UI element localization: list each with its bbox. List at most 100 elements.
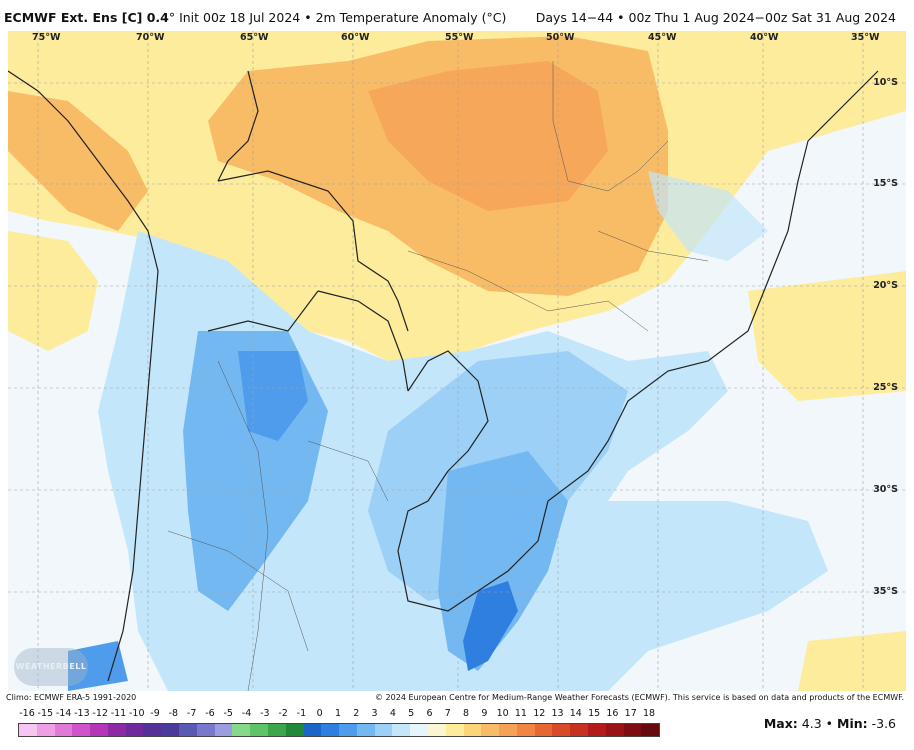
scale-tick-label: -12 <box>92 708 108 719</box>
scale-tick-label: 15 <box>588 708 601 719</box>
scale-swatch <box>339 724 357 736</box>
scale-swatch <box>374 724 393 736</box>
scale-tick-label: 11 <box>514 708 527 719</box>
scale-tick-label: 6 <box>426 708 433 719</box>
lat-label: 35°S <box>873 586 898 597</box>
scale-tick-label: -16 <box>19 708 35 719</box>
graticule <box>8 31 906 691</box>
max-min-stats: Max: 4.3 • Min: -3.6 <box>763 716 896 731</box>
scale-tick-label: -3 <box>260 708 270 719</box>
scale-tick-label: 7 <box>444 708 451 719</box>
scale-tick-label: 18 <box>642 708 656 719</box>
lat-label: 25°S <box>873 382 898 393</box>
lon-label: 35°W <box>851 32 880 43</box>
scale-ticks: -16 -15 -14 -13 -12 -11 -10 -9 -8 -7 -6 -5 -4 -3 -2 -1 0… <box>14 708 660 722</box>
scale-swatch <box>36 724 55 736</box>
model-title: ECMWF Ext. Ens [C] 0.4 <box>4 10 169 25</box>
scale-swatch <box>321 724 340 736</box>
scale-tick-label: 0 <box>316 708 323 719</box>
scale-bar <box>18 723 660 737</box>
scale-tick-label: -1 <box>296 708 307 719</box>
scale-swatch <box>196 724 215 736</box>
lat-label: 30°S <box>873 484 898 495</box>
scale-tick-label: 4 <box>389 708 396 719</box>
scale-swatch <box>303 724 322 736</box>
scale-tick-label: 17 <box>624 708 637 719</box>
lon-label: 55°W <box>445 32 474 43</box>
scale-tick-label: -15 <box>37 708 54 719</box>
map-footer: Climo: ECMWF ERA-5 1991-2020 © 2024 Euro… <box>0 692 914 706</box>
scale-tick-label: -9 <box>150 708 160 719</box>
scale-swatch <box>410 724 428 736</box>
lon-label: 60°W <box>341 32 370 43</box>
scale-tick-label: 5 <box>408 708 415 719</box>
scale-swatch <box>285 724 304 736</box>
valid-range: Days 14−44 • 00z Thu 1 Aug 2024−00z Sat … <box>535 10 896 25</box>
scale-swatch <box>107 724 126 736</box>
color-scale: -16 -15 -14 -13 -12 -11 -10 -9 -8 -7 -6 -5 -4 -3 -2 -1 0… <box>14 708 660 748</box>
lon-label: 65°W <box>240 32 269 43</box>
field-name: 2m Temperature Anomaly (°C) <box>315 10 507 25</box>
scale-swatch <box>552 724 571 736</box>
scale-swatch <box>463 724 482 736</box>
scale-swatch <box>214 724 233 736</box>
scale-swatch <box>516 724 535 736</box>
anomaly-map: 75°W 70°W 65°W 60°W 55°W 50°W 45°W 40°W … <box>8 31 906 691</box>
weatherbell-logo: WEATHERBELL <box>14 648 88 686</box>
scale-swatch <box>232 724 251 736</box>
scale-swatch <box>499 724 517 736</box>
lon-label: 70°W <box>136 32 165 43</box>
scale-swatch <box>179 724 197 736</box>
scale-swatch <box>267 724 286 736</box>
scale-swatch <box>19 724 37 736</box>
scale-swatch <box>534 724 553 736</box>
lat-label: 15°S <box>873 178 898 189</box>
scale-tick-label: 14 <box>569 708 582 719</box>
scale-swatch <box>143 724 162 736</box>
scale-swatch <box>427 724 446 736</box>
scale-tick-label: -2 <box>278 708 288 719</box>
lat-label: 10°S <box>873 77 898 88</box>
scale-swatch <box>72 724 91 736</box>
scale-swatch <box>161 724 180 736</box>
scale-swatch <box>90 724 108 736</box>
init-time: Init 00z 18 Jul 2024 <box>179 10 301 25</box>
scale-tick-label: 10 <box>496 708 509 719</box>
scale-swatch <box>481 724 500 736</box>
scale-swatch <box>623 724 642 736</box>
cool-strong-offshore <box>463 581 518 671</box>
scale-tick-label: -4 <box>241 708 252 719</box>
lat-label: 20°S <box>873 280 898 291</box>
scale-swatch <box>54 724 73 736</box>
scale-swatch <box>250 724 268 736</box>
scale-swatch <box>588 724 606 736</box>
lon-label: 75°W <box>32 32 61 43</box>
lon-label: 50°W <box>546 32 575 43</box>
scale-tick-label: 16 <box>606 708 619 719</box>
lon-label: 40°W <box>750 32 779 43</box>
scale-tick-label: -13 <box>74 708 90 719</box>
scale-swatch <box>392 724 411 736</box>
scale-tick-label: -5 <box>223 708 233 719</box>
scale-tick-label: -14 <box>55 708 72 719</box>
max-value: 4.3 <box>801 716 822 731</box>
scale-swatch <box>570 724 588 736</box>
scale-tick-label: -7 <box>186 708 197 719</box>
credit-note: © 2024 European Centre for Medium-Range … <box>375 693 904 702</box>
min-value: -3.6 <box>871 716 896 731</box>
scale-tick-label: 8 <box>463 708 470 719</box>
scale-tick-label: -10 <box>128 708 145 719</box>
scale-tick-label: 3 <box>371 708 378 719</box>
scale-tick-label: 13 <box>551 708 564 719</box>
scale-tick-label: 2 <box>353 708 360 719</box>
map-header: ECMWF Ext. Ens [C] 0.4° Init 00z 18 Jul … <box>0 0 914 30</box>
scale-tick-label: 9 <box>481 708 488 719</box>
scale-swatch <box>605 724 624 736</box>
scale-swatch <box>125 724 144 736</box>
scale-swatch <box>356 724 375 736</box>
map-canvas <box>8 31 906 691</box>
country-borders <box>8 70 879 682</box>
state-borders <box>167 61 709 691</box>
scale-tick-label: 12 <box>533 708 546 719</box>
lon-label: 45°W <box>648 32 677 43</box>
